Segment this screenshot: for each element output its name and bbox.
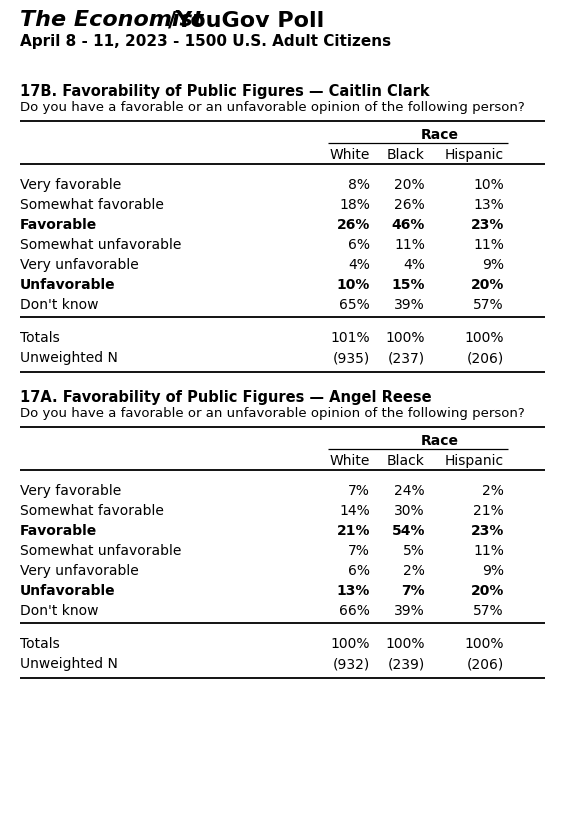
Text: Somewhat favorable: Somewhat favorable [20,504,164,518]
Text: Totals: Totals [20,331,60,345]
Text: Do you have a favorable or an unfavorable opinion of the following person?: Do you have a favorable or an unfavorabl… [20,101,525,114]
Text: Somewhat unfavorable: Somewhat unfavorable [20,544,181,558]
Text: 7%: 7% [348,484,370,498]
Text: Race: Race [421,434,459,448]
Text: 10%: 10% [473,178,504,192]
Text: 39%: 39% [394,298,425,312]
Text: (237): (237) [388,351,425,365]
Text: 5%: 5% [403,544,425,558]
Text: Unweighted N: Unweighted N [20,657,118,671]
Text: Somewhat favorable: Somewhat favorable [20,198,164,212]
Text: 10%: 10% [337,278,370,292]
Text: 20%: 20% [471,278,504,292]
Text: 23%: 23% [471,524,504,538]
Text: 26%: 26% [337,218,370,232]
Text: 15%: 15% [391,278,425,292]
Text: Very favorable: Very favorable [20,484,121,498]
Text: 18%: 18% [339,198,370,212]
Text: (239): (239) [388,657,425,671]
Text: 20%: 20% [394,178,425,192]
Text: April 8 - 11, 2023 - 1500 U.S. Adult Citizens: April 8 - 11, 2023 - 1500 U.S. Adult Cit… [20,34,391,49]
Text: 6%: 6% [348,238,370,252]
Text: 57%: 57% [473,298,504,312]
Text: 4%: 4% [403,258,425,272]
Text: 30%: 30% [394,504,425,518]
Text: Very unfavorable: Very unfavorable [20,564,138,578]
Text: 100%: 100% [386,637,425,651]
Text: Don't know: Don't know [20,298,99,312]
Text: 54%: 54% [391,524,425,538]
Text: Unfavorable: Unfavorable [20,584,115,598]
Text: Unfavorable: Unfavorable [20,278,115,292]
Text: White: White [329,454,370,468]
Text: White: White [329,148,370,162]
Text: 11%: 11% [473,544,504,558]
Text: 14%: 14% [339,504,370,518]
Text: 7%: 7% [401,584,425,598]
Text: The Economist: The Economist [20,10,203,30]
Text: 66%: 66% [339,604,370,618]
Text: (932): (932) [333,657,370,671]
Text: (206): (206) [467,657,504,671]
Text: 11%: 11% [473,238,504,252]
Text: 65%: 65% [339,298,370,312]
Text: 17A. Favorability of Public Figures — Angel Reese: 17A. Favorability of Public Figures — An… [20,390,432,405]
Text: (935): (935) [333,351,370,365]
Text: /YouGov Poll: /YouGov Poll [168,10,324,30]
Text: 2%: 2% [482,484,504,498]
Text: 13%: 13% [473,198,504,212]
Text: 57%: 57% [473,604,504,618]
Text: 21%: 21% [337,524,370,538]
Text: Totals: Totals [20,637,60,651]
Text: Black: Black [387,454,425,468]
Text: 7%: 7% [348,544,370,558]
Text: Black: Black [387,148,425,162]
Text: 23%: 23% [471,218,504,232]
Text: 11%: 11% [394,238,425,252]
Text: Very favorable: Very favorable [20,178,121,192]
Text: Favorable: Favorable [20,524,97,538]
Text: (206): (206) [467,351,504,365]
Text: 46%: 46% [392,218,425,232]
Text: 39%: 39% [394,604,425,618]
Text: 4%: 4% [348,258,370,272]
Text: Don't know: Don't know [20,604,99,618]
Text: 101%: 101% [330,331,370,345]
Text: 26%: 26% [394,198,425,212]
Text: 24%: 24% [394,484,425,498]
Text: 13%: 13% [337,584,370,598]
Text: 20%: 20% [471,584,504,598]
Text: Favorable: Favorable [20,218,97,232]
Text: 100%: 100% [386,331,425,345]
Text: Do you have a favorable or an unfavorable opinion of the following person?: Do you have a favorable or an unfavorabl… [20,407,525,420]
Text: 8%: 8% [348,178,370,192]
Text: 100%: 100% [464,637,504,651]
Text: Somewhat unfavorable: Somewhat unfavorable [20,238,181,252]
Text: 100%: 100% [464,331,504,345]
Text: 9%: 9% [482,564,504,578]
Text: 2%: 2% [403,564,425,578]
Text: Hispanic: Hispanic [445,454,504,468]
Text: Race: Race [421,128,459,142]
Text: Unweighted N: Unweighted N [20,351,118,365]
Text: 9%: 9% [482,258,504,272]
Text: 21%: 21% [473,504,504,518]
Text: 100%: 100% [330,637,370,651]
Text: Very unfavorable: Very unfavorable [20,258,138,272]
Text: 6%: 6% [348,564,370,578]
Text: 17B. Favorability of Public Figures — Caitlin Clark: 17B. Favorability of Public Figures — Ca… [20,84,430,99]
Text: Hispanic: Hispanic [445,148,504,162]
